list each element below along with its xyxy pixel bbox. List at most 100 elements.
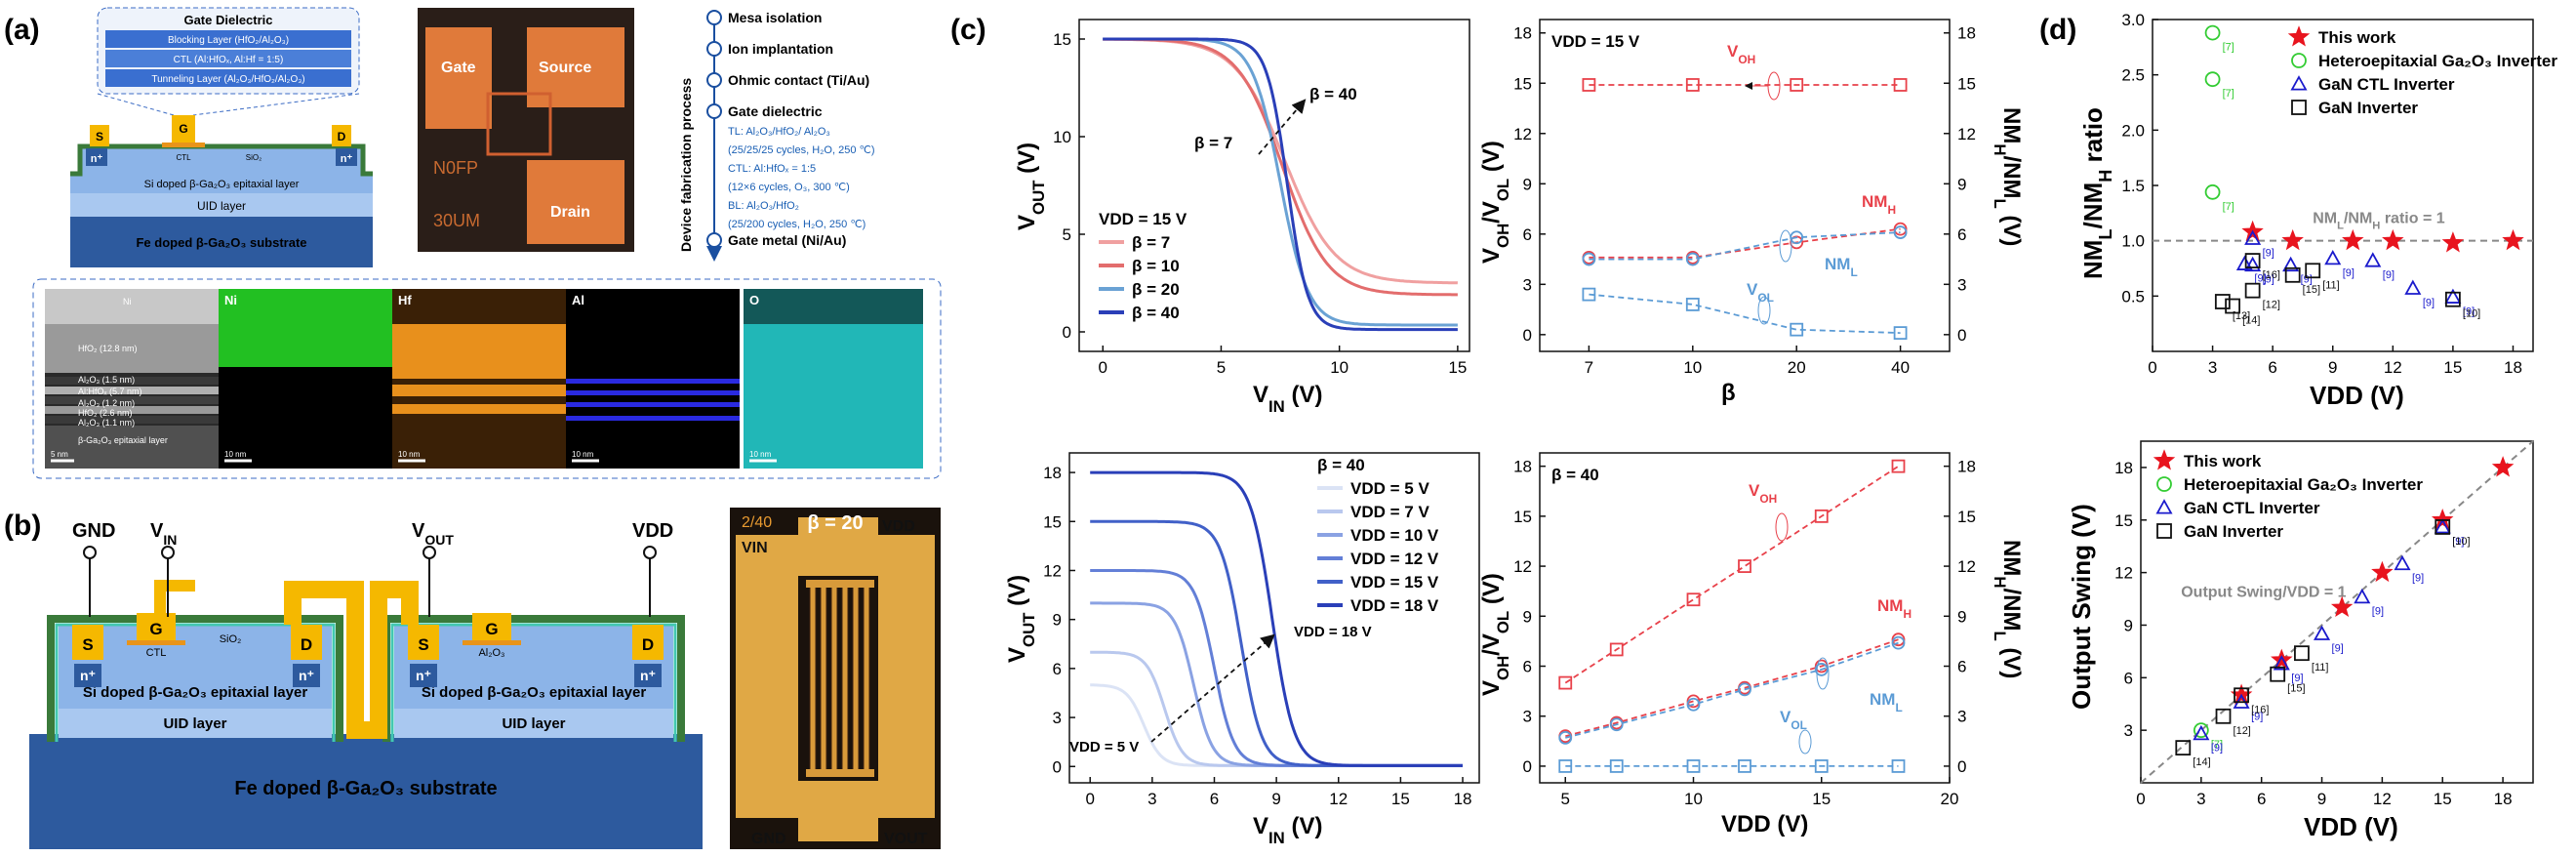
y-axis-label: VOUT (V) bbox=[1004, 575, 1038, 663]
data-point bbox=[1558, 675, 1573, 690]
y2-axis-label-part: / bbox=[1998, 155, 2025, 162]
y-axis-label-part: (V) bbox=[1014, 143, 1040, 181]
legend-entry: Heteroepitaxial Ga₂O₃ Inverter bbox=[2318, 52, 2557, 70]
y-tick-label: 18 bbox=[2114, 459, 2133, 477]
data-point bbox=[1891, 759, 1906, 773]
legend-entry: β = 40 bbox=[1132, 304, 1180, 322]
nplus-left-a bbox=[86, 148, 107, 166]
tag-nml-part: NM bbox=[1825, 255, 1850, 273]
x-tick-label: 0 bbox=[1099, 358, 1107, 377]
tag-nmh-part: NM bbox=[1862, 192, 1887, 211]
legend-entry: GaN Inverter bbox=[2184, 522, 2283, 541]
beta-arrow bbox=[1258, 99, 1307, 155]
gate-dielectric-b bbox=[463, 640, 521, 645]
drain-b-label: D bbox=[301, 635, 312, 654]
eds-map-label: Al bbox=[572, 293, 584, 307]
data-point bbox=[2441, 231, 2465, 253]
tag-nml-sub: L bbox=[1895, 701, 1902, 714]
series-line bbox=[1565, 638, 1899, 738]
y2-tick-label: 15 bbox=[1957, 508, 1976, 526]
x-tick-label: 15 bbox=[1812, 790, 1831, 808]
source-b-label: S bbox=[82, 635, 93, 654]
data-point bbox=[1609, 717, 1624, 732]
tem-layer-label: Al₂O₃ (1.1 nm) bbox=[78, 418, 135, 428]
ref-label: [9] bbox=[2412, 573, 2424, 585]
y-tick-label: 18 bbox=[1513, 458, 1532, 476]
device-b: Fe doped β-Ga₂O₃ substrate UID layer Si do… bbox=[29, 520, 703, 849]
x-tick-label: 15 bbox=[1448, 358, 1467, 377]
legend-entry: VDD = 15 V bbox=[1350, 573, 1439, 592]
ctl-label: CTL (Al:HfOₓ, Al:Hf = 1:5) bbox=[174, 55, 284, 65]
photo-b-tl: 2/40 bbox=[742, 514, 772, 531]
data-point bbox=[2214, 294, 2231, 309]
eds-hf-band bbox=[392, 385, 566, 396]
y2-tick-label: 6 bbox=[1957, 658, 1966, 676]
data-point bbox=[1686, 592, 1701, 607]
tunneling-layer-row bbox=[105, 69, 351, 87]
ref-label: [9] bbox=[2251, 711, 2263, 722]
ctl-a-label: CTL bbox=[176, 153, 191, 162]
y-tick-label: 15 bbox=[1053, 30, 1071, 49]
reference-line-label-part: / bbox=[2344, 211, 2349, 227]
plot-frame bbox=[1539, 19, 1951, 352]
reference-line-label-sub: H bbox=[2372, 221, 2380, 232]
plot-frame bbox=[1068, 452, 1480, 784]
vout-pad bbox=[878, 535, 935, 818]
data-point bbox=[2193, 724, 2210, 741]
y-axis-label-sub: OL bbox=[1494, 179, 1512, 201]
x-axis-label: VIN (V) bbox=[1253, 813, 1322, 847]
data-point bbox=[1893, 326, 1908, 341]
ref-label: [7] bbox=[2211, 739, 2223, 751]
x-axis-label-part: (V) bbox=[1285, 382, 1323, 408]
y-axis-label-part: ratio bbox=[2078, 107, 2108, 170]
plot-frame bbox=[2140, 440, 2534, 784]
eds-scale-label: 10 nm bbox=[572, 450, 594, 459]
gate-dielectric-b bbox=[127, 640, 185, 645]
nplus-b-label: n⁺ bbox=[299, 668, 314, 683]
y2-tick-label: 3 bbox=[1957, 708, 1966, 726]
ref-label: [9] bbox=[2211, 743, 2223, 755]
drain-contact-b bbox=[291, 625, 322, 660]
gate-strap-b bbox=[154, 580, 195, 613]
blocking-layer-row bbox=[105, 30, 351, 48]
terminal-label-vout-main: V bbox=[412, 520, 425, 542]
x-tick-label: 7 bbox=[1585, 358, 1593, 377]
x-axis-label-part: VDD (V) bbox=[1721, 811, 1808, 837]
series-line bbox=[1589, 227, 1901, 259]
y-tick-label: 6 bbox=[1053, 660, 1062, 678]
tag-voh-sub: OH bbox=[1759, 492, 1777, 506]
y-axis-label: VOH/VOL (V) bbox=[1478, 573, 1512, 696]
y-tick-label: 15 bbox=[1043, 512, 1062, 531]
callout-line-left bbox=[97, 93, 175, 116]
data-point bbox=[2444, 288, 2462, 304]
x-tick-label: 6 bbox=[2257, 790, 2266, 808]
data-point bbox=[1893, 78, 1908, 92]
eds-scale-label: 10 nm bbox=[224, 450, 247, 459]
data-point bbox=[2314, 625, 2331, 640]
tag-voh-part: V bbox=[1749, 481, 1760, 500]
y-tick-label: 12 bbox=[1513, 125, 1532, 143]
y-axis-label-part: V bbox=[1478, 248, 1505, 264]
data-point bbox=[2271, 648, 2293, 670]
data-point bbox=[1891, 459, 1906, 473]
y-tick-label: 0.5 bbox=[2121, 287, 2145, 306]
liner-b bbox=[390, 623, 677, 742]
x-tick-label: 5 bbox=[1217, 358, 1226, 377]
process-step-detail: TL: Al₂O₃/HfO₂/ Al₂O₃ bbox=[728, 126, 830, 138]
legend-entry: This work bbox=[2184, 452, 2262, 470]
y-tick-label: 9 bbox=[1523, 607, 1532, 626]
y2-tick-label: 9 bbox=[1957, 607, 1966, 626]
finger bbox=[809, 585, 817, 772]
eds-al-band bbox=[566, 416, 740, 421]
process-step-name: Ohmic contact (Ti/Au) bbox=[728, 72, 869, 88]
interconnect-b bbox=[284, 581, 419, 739]
liner-b bbox=[55, 623, 336, 742]
data-point bbox=[2502, 228, 2524, 251]
legend-marker bbox=[2155, 499, 2173, 514]
x-tick-label: 6 bbox=[2268, 358, 2276, 377]
finger bbox=[820, 585, 827, 772]
y-axis-label-part: (V) bbox=[1004, 575, 1030, 613]
y2-axis-label-part: (V) bbox=[1998, 641, 2025, 679]
x-tick-label: 18 bbox=[2494, 790, 2513, 808]
